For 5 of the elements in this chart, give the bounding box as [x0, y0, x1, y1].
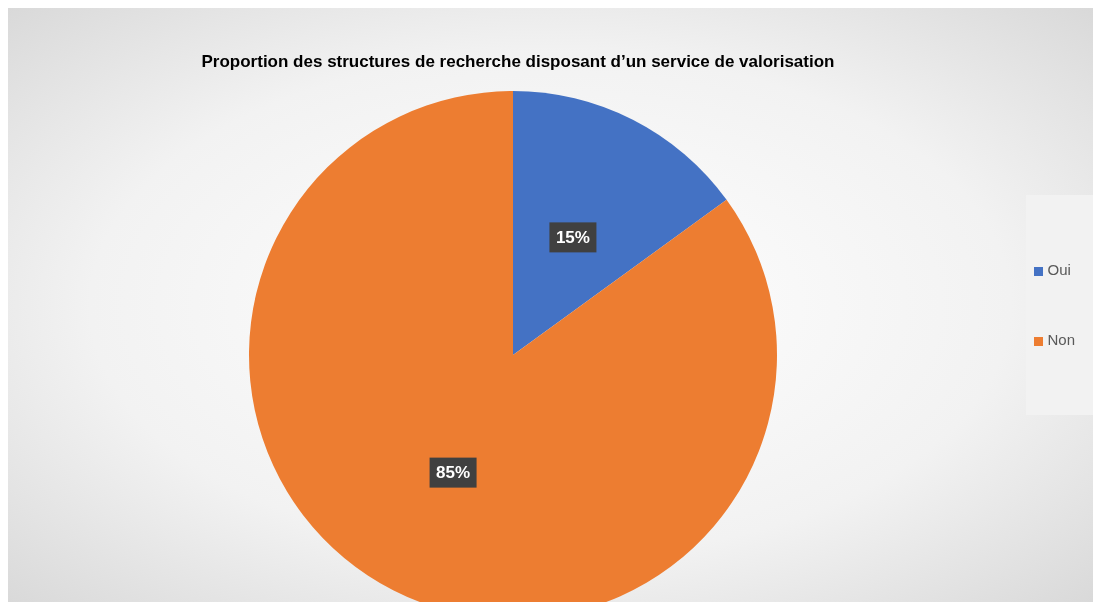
chart-title: Proportion des structures de recherche disposant d’un service de valorisation — [200, 52, 836, 72]
data-label: 15% — [555, 227, 590, 247]
data-label: 85% — [436, 463, 471, 483]
legend-label: Oui — [1047, 261, 1071, 278]
legend-label: Non — [1047, 331, 1075, 348]
